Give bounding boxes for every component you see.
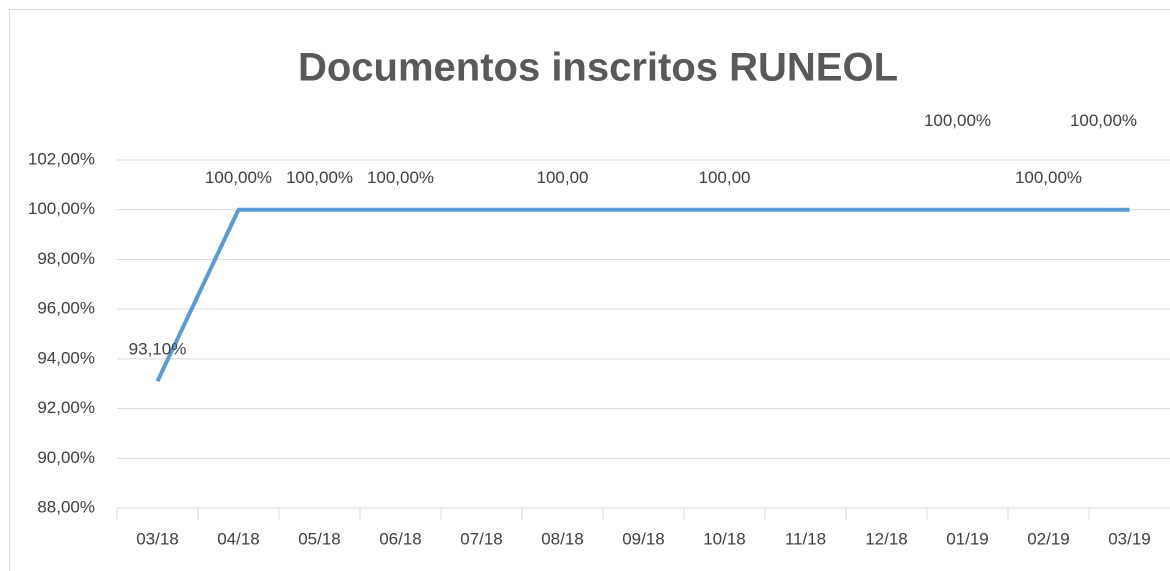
x-tick-label: 07/18 (460, 529, 503, 548)
x-tick-label: 03/18 (136, 529, 179, 548)
x-tick-label: 08/18 (541, 529, 584, 548)
x-tick-label: 02/19 (1027, 529, 1070, 548)
x-tick-label: 10/18 (703, 529, 746, 548)
y-tick-label: 90,00% (37, 448, 95, 467)
data-label: 100,00% (286, 168, 353, 187)
y-tick-label: 92,00% (37, 398, 95, 417)
y-tick-label: 88,00% (37, 497, 95, 516)
y-tick-label: 96,00% (37, 299, 95, 318)
data-label: 100,00% (924, 111, 991, 130)
line-series (155, 207, 1130, 383)
x-tick-label: 04/18 (217, 529, 260, 548)
chart-title: Documentos inscritos RUNEOL (298, 46, 898, 90)
data-label: 100,00% (367, 168, 434, 187)
x-tick-label: 09/18 (622, 529, 665, 548)
x-tick-label: 03/19 (1108, 529, 1151, 548)
x-tick-label: 05/18 (298, 529, 341, 548)
data-label: 100,00 (699, 168, 751, 187)
x-tick-label: 06/18 (379, 529, 422, 548)
y-tick-label: 94,00% (37, 348, 95, 367)
x-tick-label: 01/19 (946, 529, 989, 548)
data-label: 100,00% (205, 168, 272, 187)
data-label: 93,10% (129, 340, 187, 359)
chart-frame (9, 9, 1170, 571)
y-tick-label: 102,00% (28, 149, 95, 168)
y-tick-label: 98,00% (37, 249, 95, 268)
x-tick-label: 12/18 (865, 529, 908, 548)
x-tick-label: 11/18 (785, 529, 826, 548)
data-label: 100,00 (537, 168, 589, 187)
data-label: 100,00% (1070, 111, 1137, 130)
data-label: 100,00% (1015, 168, 1082, 187)
y-tick-label: 100,00% (28, 199, 95, 218)
